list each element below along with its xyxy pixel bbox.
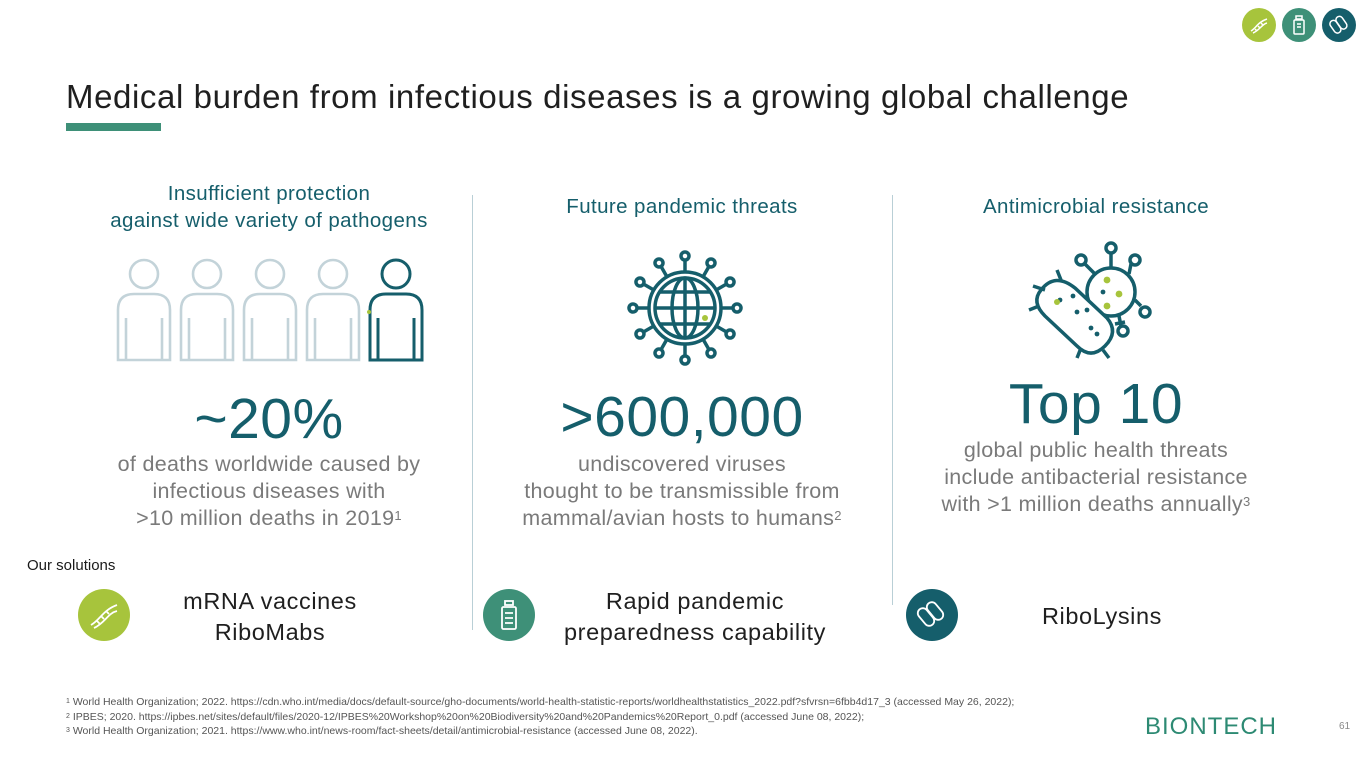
column-1-heading: Insufficient protection against wide var… <box>110 182 428 232</box>
column-2-heading: Future pandemic threats <box>566 195 798 218</box>
column-1-stat: ~20% <box>194 387 344 451</box>
column-3-stat: Top 10 <box>1008 372 1184 436</box>
solution-mrna-vaccines: mRNA vaccines RiboMabs <box>183 588 357 645</box>
solution-ribolysins: RiboLysins <box>1041 603 1163 629</box>
biontech-logo: BIONTECH <box>1145 713 1278 740</box>
column-divider <box>892 195 893 605</box>
page-title: Medical burden from infectious diseases … <box>66 78 1130 115</box>
column-1-description: of deaths worldwide caused by infectious… <box>117 452 421 530</box>
bacteria-icon <box>906 589 958 641</box>
vaccine-vial-icon <box>483 589 535 641</box>
reference-item: 1 World Health Organization; 2022. https… <box>66 696 1015 708</box>
people-icon <box>112 258 432 367</box>
page-number: 61 <box>1339 721 1351 732</box>
bacteria-icon <box>1322 8 1356 42</box>
solutions-label: Our solutions <box>27 557 116 574</box>
dna-icon <box>78 589 130 641</box>
column-3-description: global public health threats include ant… <box>941 438 1251 516</box>
reference-item: 3 World Health Organization; 2021. https… <box>66 725 698 737</box>
references: 1 World Health Organization; 2022. https… <box>66 695 1014 739</box>
vaccine-vial-icon <box>1282 8 1316 42</box>
bacteria-virus-icon <box>1025 240 1155 371</box>
column-2-stat: >600,000 <box>560 385 804 449</box>
column-divider <box>472 195 473 630</box>
virus-globe-icon <box>627 250 743 371</box>
column-2-description: undiscovered viruses thought to be trans… <box>522 452 842 530</box>
reference-item: 2 IPBES; 2020. https://ipbes.net/sites/d… <box>66 710 865 723</box>
header-icons <box>1242 8 1356 42</box>
column-3-heading: Antimicrobial resistance <box>982 195 1210 218</box>
dna-icon <box>1242 8 1276 42</box>
solution-pandemic-preparedness: Rapid pandemic preparedness capability <box>563 588 826 645</box>
title-accent-bar <box>66 123 161 131</box>
